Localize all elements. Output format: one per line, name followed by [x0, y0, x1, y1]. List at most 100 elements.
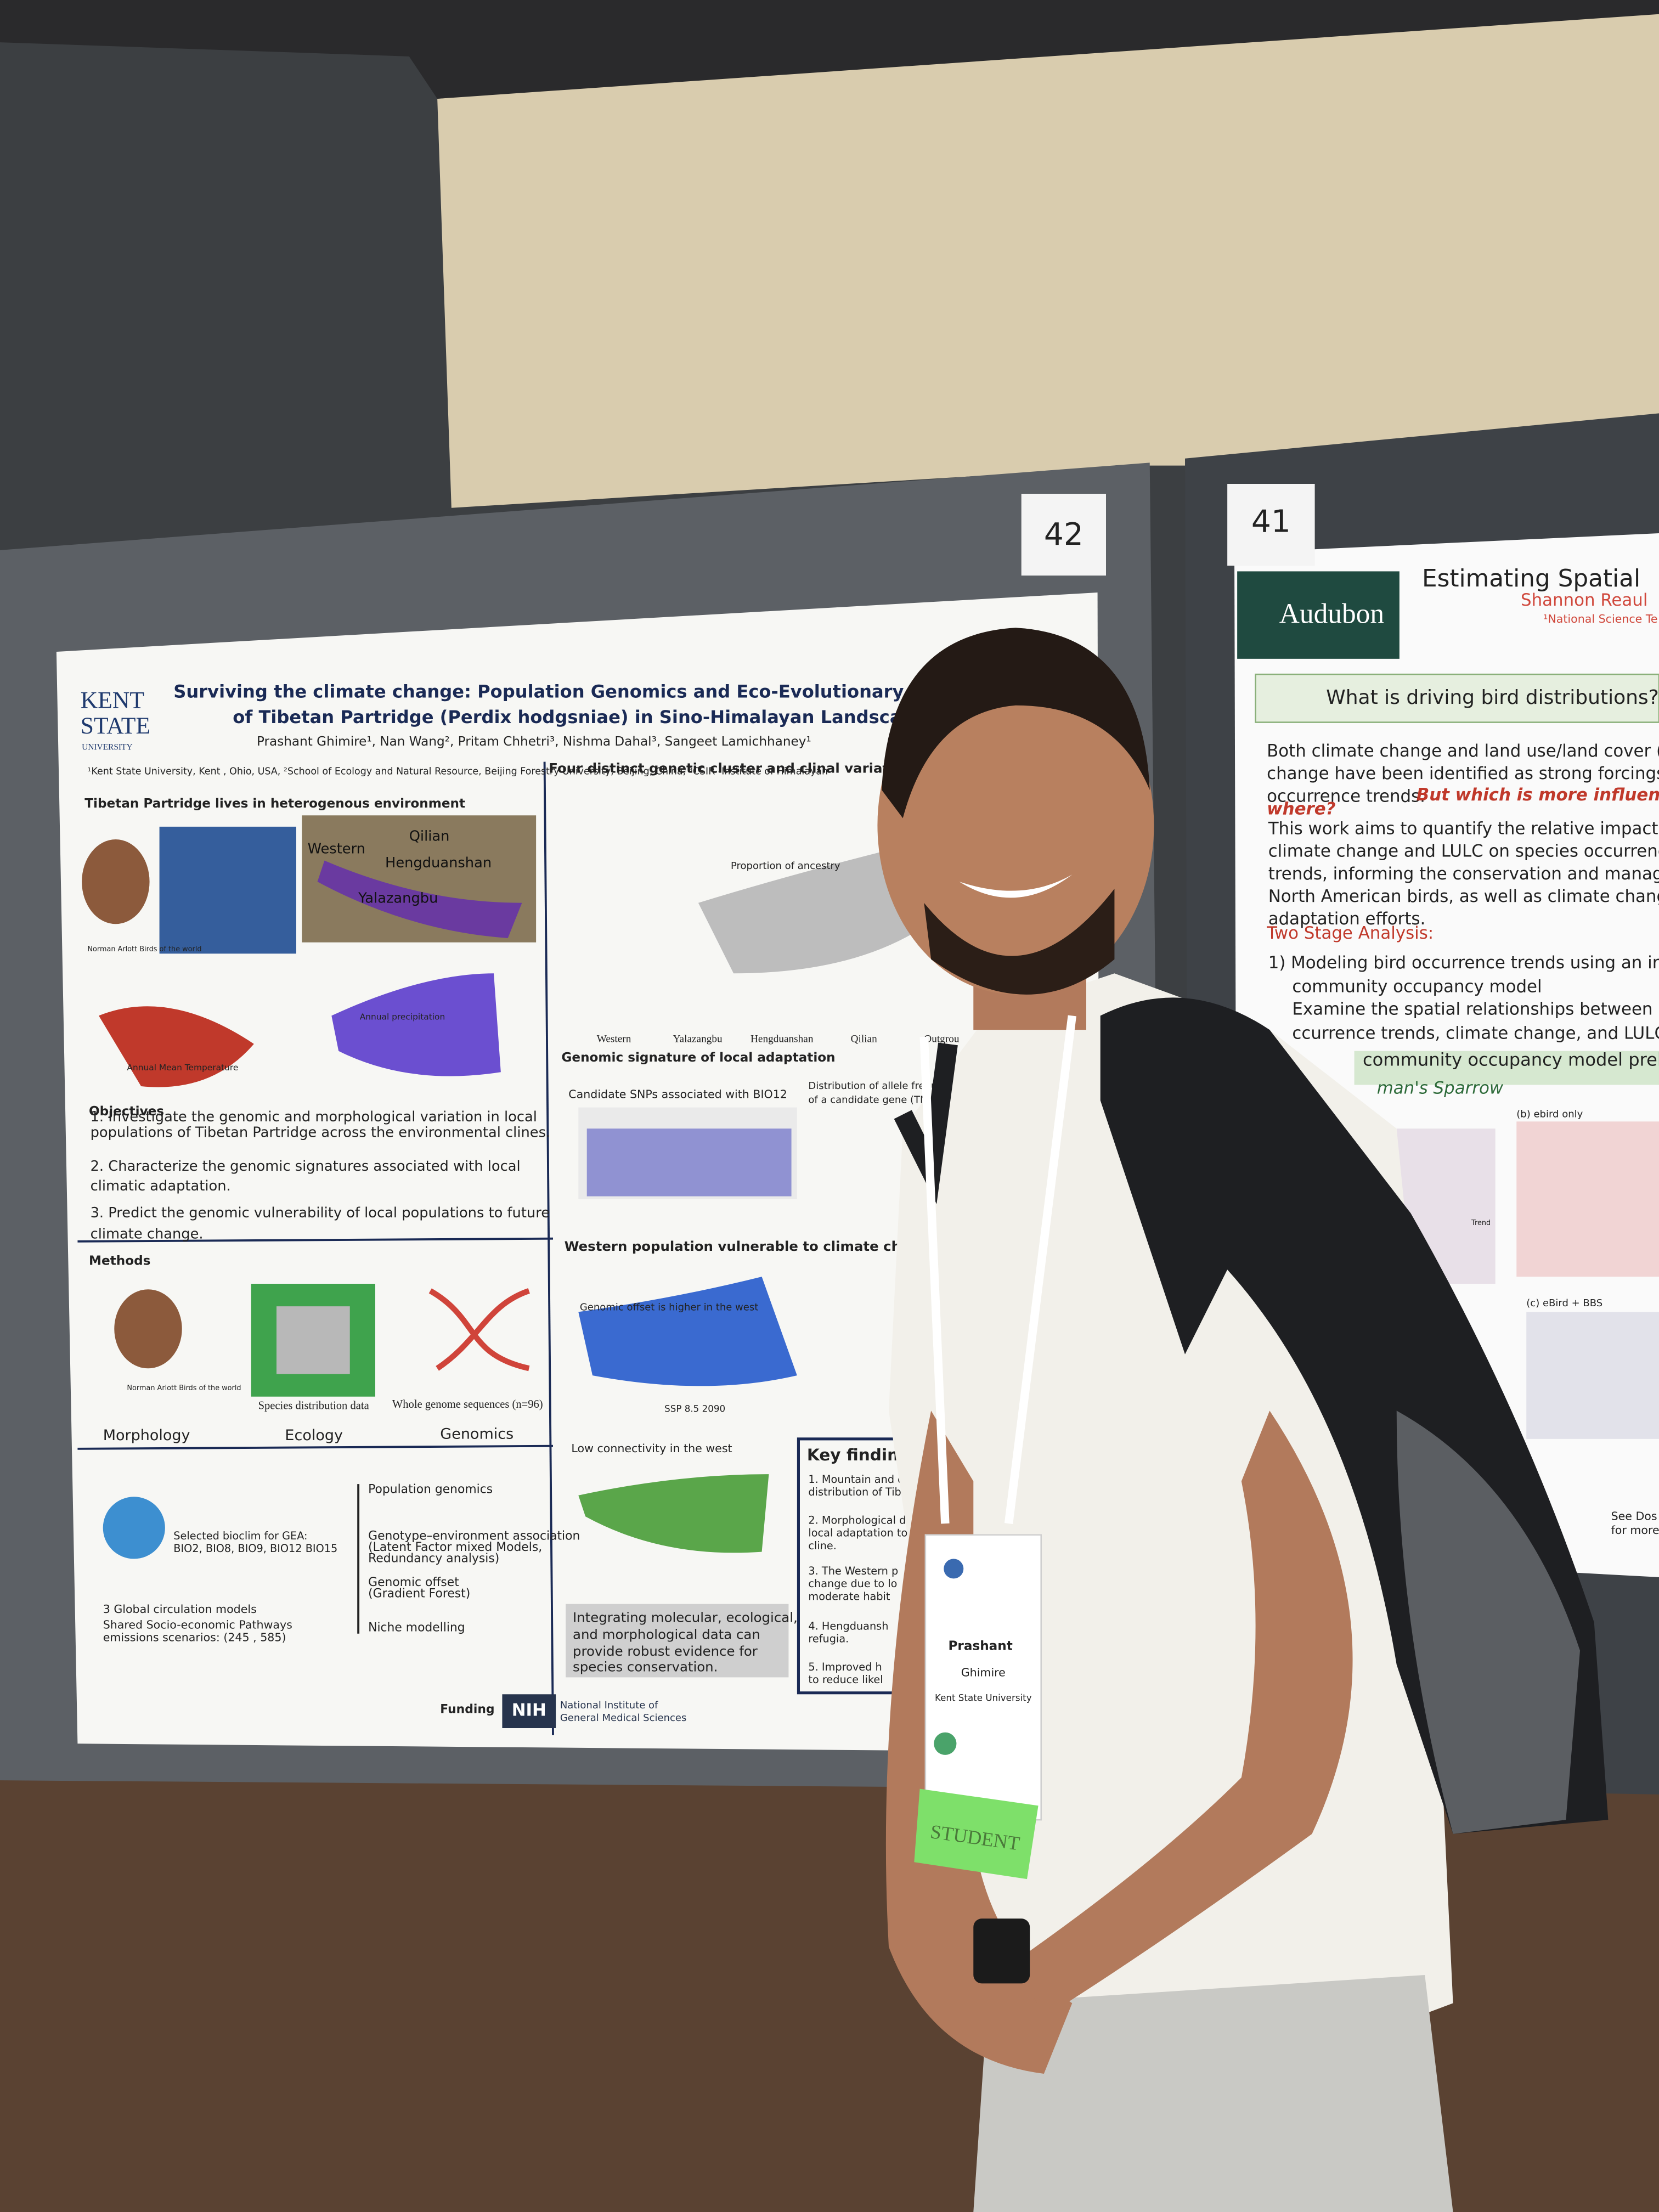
badge-logo	[944, 1559, 964, 1579]
species: man's Sparrow	[1377, 1079, 1504, 1098]
caption: of a candidate gene (TMOD1)	[808, 1094, 954, 1106]
intro: change have been identified as strong fo…	[1267, 764, 1659, 783]
question: What is driving bird distributions?	[1326, 686, 1659, 709]
name-badge	[924, 1534, 1042, 1821]
poster-title: of Tibetan Partridge (Perdix hodgsniae) …	[233, 707, 926, 727]
number-tag-text: 41	[1251, 504, 1291, 540]
arm	[1015, 1410, 1353, 2018]
section-heading: Four distinct genetic cluster and clinal…	[549, 760, 912, 776]
map-panel	[1516, 1121, 1659, 1277]
map-panel	[1526, 1312, 1659, 1439]
emphasis: But which is more influential,	[1417, 785, 1659, 805]
map-temperature	[99, 1006, 254, 1087]
step: Examine the spatial relationships betwee…	[1292, 1000, 1659, 1019]
manhattan-plot	[586, 1128, 792, 1197]
legend-entry: Western	[597, 1034, 631, 1045]
aims: climate change and LULC on species occur…	[1268, 842, 1659, 861]
analysis-step: Population genomics	[368, 1482, 493, 1496]
footer: See Dos	[1611, 1509, 1657, 1522]
emphasis: where?	[1267, 799, 1336, 819]
objective: populations of Tibetan Partridge across …	[91, 1124, 551, 1141]
trousers	[973, 1975, 1453, 2212]
face	[877, 656, 1154, 995]
nih-logo-box	[502, 1694, 556, 1728]
caption: Candidate SNPs associated with BIO12	[568, 1087, 787, 1101]
analysis-step: (Gradient Forest)	[368, 1587, 470, 1601]
poster-title: Surviving the climate change: Population…	[173, 681, 1001, 702]
key-finding: change due to lo	[808, 1577, 897, 1590]
key-finding: moderate habit	[808, 1590, 890, 1602]
caption: SSP 8.5 2090	[664, 1403, 725, 1414]
logo: Audubon	[1279, 599, 1384, 630]
column-label: Genomics	[440, 1426, 514, 1443]
key-finding: cline.	[808, 1539, 837, 1552]
divider	[543, 761, 554, 1735]
map-label: Yalazangbu	[358, 890, 438, 907]
dna-icon	[428, 1288, 530, 1372]
map-image	[159, 826, 296, 954]
wall-beige	[437, 0, 1659, 508]
objective: climate change.	[91, 1226, 204, 1243]
analysis-step: (Latent Factor mixed Models,	[368, 1541, 542, 1554]
number-tag	[1227, 484, 1315, 566]
badge-icon	[934, 1732, 957, 1755]
key-finding: 1. Mountain and drai	[808, 1473, 918, 1486]
backpack-pocket	[1396, 1410, 1580, 1834]
key-finding: 3. The Western p	[808, 1565, 898, 1577]
legend-entry: Outgrou	[924, 1034, 960, 1045]
badge-name: Prashant	[948, 1639, 1012, 1653]
caption: Norman Arlott Birds of the world	[87, 945, 201, 953]
authors: Prashant Ghimire¹, Nan Wang², Pritam Chh…	[257, 735, 811, 749]
ceiling	[0, 0, 1659, 99]
analysis-step: Genomic offset	[368, 1576, 459, 1589]
panel-label: (b) ebird only	[1516, 1108, 1583, 1120]
intro: Both climate change and land use/land co…	[1267, 741, 1659, 761]
caption: Whole genome sequences (n=96)	[392, 1398, 543, 1410]
map-precipitation	[331, 973, 501, 1076]
caption: Annual Mean Temperature	[127, 1063, 238, 1073]
funding-org: National Institute of	[560, 1700, 658, 1711]
objective: 3. Predict the genomic vulnerability of …	[91, 1205, 550, 1221]
student-ribbon	[914, 1788, 1039, 1880]
hair	[882, 628, 1150, 819]
aims: adaptation efforts.	[1268, 909, 1426, 929]
banner	[1354, 1051, 1659, 1085]
section-heading: Two Stage Analysis:	[1266, 923, 1434, 943]
section-heading: Western population vulnerable to climate…	[565, 1238, 919, 1254]
map-connectivity	[578, 1474, 769, 1553]
aims: This work aims to quantify the relative …	[1268, 819, 1659, 839]
key-finding: distribution of Tibeta	[808, 1486, 918, 1498]
grid-illustration	[276, 1306, 350, 1374]
question-box	[1255, 673, 1659, 723]
conclusion-box	[566, 1604, 789, 1678]
affiliations: ¹Kent State University, Kent , Ohio, USA…	[87, 766, 828, 777]
divider	[77, 1444, 554, 1450]
banner-text: community occupancy model prelim	[1363, 1049, 1659, 1070]
funding-org: General Medical Sciences	[560, 1712, 687, 1724]
step: 1) Modeling bird occurrence trends using…	[1268, 953, 1659, 973]
column-label: Ecology	[285, 1427, 343, 1444]
logo: STATE	[81, 713, 151, 739]
beard	[924, 889, 1115, 995]
map-region	[317, 860, 522, 938]
affiliation: ¹National Science Te	[1543, 612, 1657, 625]
key-finding: local adaptation to	[808, 1527, 907, 1539]
map-label: Western	[308, 841, 365, 857]
watch	[973, 1918, 1030, 1984]
caption: Proportion of ancestry	[731, 860, 840, 872]
objective: 1. Investigate the genomic and morpholog…	[91, 1109, 537, 1125]
analysis-text: emissions scenarios: (245 , 585)	[103, 1630, 286, 1644]
lanyard	[919, 1015, 1076, 1525]
key-finding: refugia.	[808, 1633, 849, 1645]
section-heading: Objectives	[89, 1104, 164, 1119]
analysis-text: 3 Global circulation models	[103, 1602, 257, 1616]
map-label: Qilian	[409, 828, 450, 844]
poster-title: Estimating Spatial	[1422, 565, 1640, 592]
legend-entry: Qilian	[851, 1034, 878, 1045]
bird-illustration	[114, 1289, 182, 1369]
map-label: Hengduanshan	[385, 855, 492, 871]
audubon-logo-box	[1237, 571, 1400, 659]
analysis-step: Redundancy analysis)	[368, 1551, 499, 1565]
conclusion: provide robust evidence for	[573, 1643, 758, 1659]
legend-entry: Yalazangbu	[673, 1034, 723, 1045]
